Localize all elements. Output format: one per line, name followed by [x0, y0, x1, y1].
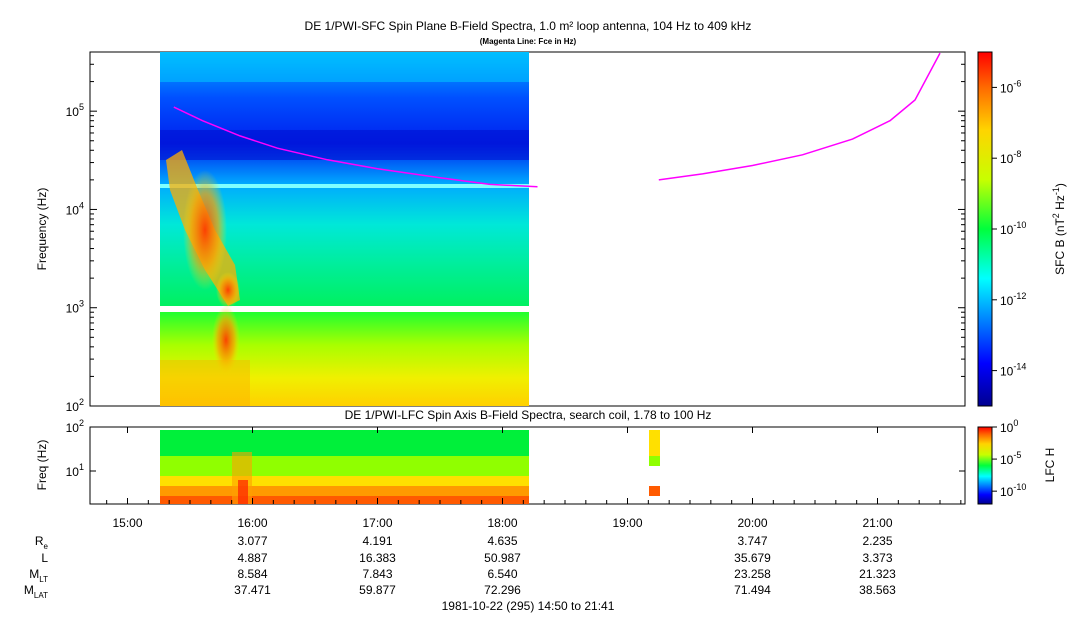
x-tick-label: 17:00 — [362, 516, 392, 530]
x-tick-label: 15:00 — [112, 516, 142, 530]
x-tick-label: 19:00 — [612, 516, 642, 530]
sfc-colorbar-tick-label: 10-10 — [1000, 220, 1026, 237]
sfc-colorbar-tick-label: 10-14 — [1000, 362, 1026, 379]
lfc-point-lower — [649, 486, 660, 496]
fce-line-segment-1 — [658, 52, 941, 181]
sfc-lower-warm — [160, 360, 250, 406]
sfc-y-axis: 102 103 104 105 — [66, 51, 965, 414]
lfc-colorbar — [977, 426, 993, 505]
ephemeris-value: 3.373 — [862, 551, 892, 565]
lfc-colorbar-ticks: 100 10-5 10-10 — [992, 418, 1026, 499]
ephemeris-value: 50.987 — [484, 551, 521, 565]
lfc-y-tick-label: 101 — [66, 462, 84, 479]
ephemeris-value: 3.077 — [237, 534, 267, 548]
sfc-y-label: Frequency (Hz) — [35, 188, 49, 271]
x-tick-label: 21:00 — [862, 516, 892, 530]
x-tick-label: 16:00 — [237, 516, 267, 530]
ephemeris-row-label: L — [41, 551, 48, 565]
ephemeris-value: 4.635 — [487, 534, 517, 548]
ephemeris-value: 8.584 — [237, 567, 267, 581]
ephemeris-row-label: MLT — [29, 567, 48, 584]
lfc-row-5 — [160, 496, 529, 504]
ephemeris-value: 23.258 — [734, 567, 771, 581]
sfc-colorbar-tick-label: 10-6 — [1000, 78, 1021, 95]
ephemeris-value: 2.235 — [862, 534, 892, 548]
x-tick-label: 18:00 — [487, 516, 517, 530]
ephemeris-table: Re 3.077 4.191 4.635 3.747 2.235 L 4.887 16.383 5… — [24, 534, 896, 600]
sfc-upper-topbands — [160, 52, 529, 82]
ephemeris-row-label: MLAT — [24, 583, 48, 600]
lfc-peak-core — [238, 480, 248, 504]
sfc-colorbar-label: SFC B (nT2 Hz-1) — [1051, 183, 1067, 275]
sfc-y-tick-label: 102 — [66, 397, 84, 414]
ephemeris-value: 59.877 — [359, 583, 396, 597]
lfc-x-axis: 15:00 16:00 17:00 18:00 19:00 20:00 21:00 — [106, 427, 962, 530]
lfc-y-axis: 101 102 — [66, 418, 965, 479]
sfc-subtitle: (Magenta Line: Fce in Hz) — [480, 37, 577, 46]
ephemeris-value: 7.843 — [362, 567, 392, 581]
lfc-row-3 — [160, 476, 529, 486]
sfc-y-tick-label: 104 — [66, 200, 84, 217]
sfc-colorbar-tick-label: 10-12 — [1000, 291, 1026, 308]
sfc-colorbar — [977, 51, 993, 407]
fce-line — [173, 52, 941, 188]
lfc-spectrogram — [160, 430, 660, 504]
lfc-y-tick-label: 102 — [66, 418, 84, 435]
ephemeris-value: 38.563 — [859, 583, 896, 597]
fce-line-segment-0 — [173, 106, 538, 188]
footer-time-range: 1981-10-22 (295) 14:50 to 21:41 — [442, 599, 615, 613]
sfc-burst-lower — [212, 306, 240, 374]
sfc-colorbar-tick-label: 10-8 — [1000, 149, 1021, 166]
ephemeris-value: 4.887 — [237, 551, 267, 565]
lfc-colorbar-tick-label: 10-5 — [1000, 450, 1021, 467]
sfc-y-tick-label: 103 — [66, 299, 84, 316]
sfc-cyan-line — [160, 184, 529, 188]
ephemeris-value: 21.323 — [859, 567, 896, 581]
ephemeris-value: 16.383 — [359, 551, 396, 565]
ephemeris-value: 35.679 — [734, 551, 771, 565]
ephemeris-value: 71.494 — [734, 583, 771, 597]
sfc-title: DE 1/PWI-SFC Spin Plane B-Field Spectra,… — [305, 19, 752, 33]
ephemeris-value: 4.191 — [362, 534, 392, 548]
lfc-point-upper — [649, 430, 660, 456]
lfc-title: DE 1/PWI-LFC Spin Axis B-Field Spectra, … — [345, 408, 712, 422]
sfc-burst-mid — [216, 272, 240, 308]
lfc-y-label: Freq (Hz) — [35, 440, 49, 491]
lfc-point-mid — [649, 456, 660, 466]
x-tick-label: 20:00 — [737, 516, 767, 530]
ephemeris-value: 72.296 — [484, 583, 521, 597]
lfc-colorbar-label: LFC H — [1043, 448, 1057, 483]
lfc-row-2 — [160, 456, 529, 476]
lfc-colorbar-tick-label: 10-10 — [1000, 482, 1026, 499]
ephemeris-value: 37.471 — [234, 583, 271, 597]
sfc-spectrogram — [160, 52, 529, 406]
sfc-burst-upper — [183, 170, 227, 290]
sfc-y-tick-label: 105 — [66, 102, 84, 119]
ephemeris-value: 3.747 — [737, 534, 767, 548]
sfc-dark-band — [160, 130, 529, 160]
lfc-row-4 — [160, 486, 529, 496]
ephemeris-row-label: Re — [35, 534, 49, 551]
lfc-row-1 — [160, 430, 529, 456]
lfc-colorbar-tick-label: 100 — [1000, 418, 1018, 435]
ephemeris-value: 6.540 — [487, 567, 517, 581]
sfc-colorbar-ticks: 10-6 10-8 10-10 10-12 10-14 — [992, 78, 1026, 379]
